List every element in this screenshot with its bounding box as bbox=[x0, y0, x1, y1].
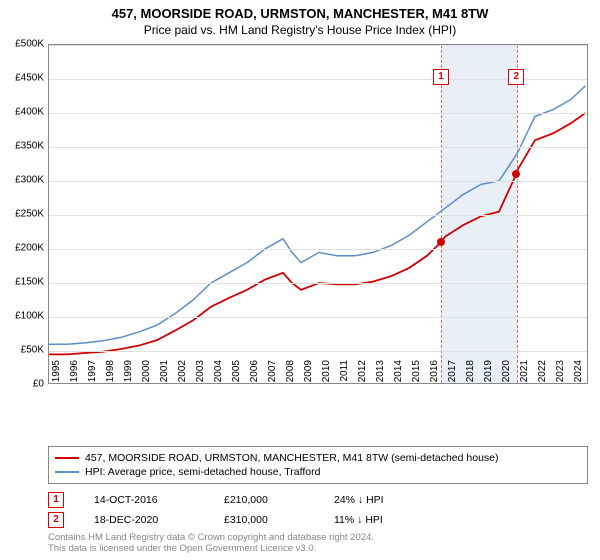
sale-marker-dot bbox=[437, 238, 445, 246]
gridline bbox=[49, 147, 587, 148]
gridline bbox=[49, 317, 587, 318]
sale-row: 1 14-OCT-2016 £210,000 24% ↓ HPI bbox=[48, 490, 424, 510]
x-axis-label: 2015 bbox=[411, 360, 422, 388]
sale-number-box: 1 bbox=[48, 492, 64, 508]
x-axis-label: 2011 bbox=[339, 360, 350, 388]
x-axis-label: 2010 bbox=[321, 360, 332, 388]
x-axis-label: 2016 bbox=[429, 360, 440, 388]
footer-attribution: Contains HM Land Registry data © Crown c… bbox=[48, 532, 374, 555]
sale-price: £310,000 bbox=[224, 514, 304, 526]
sale-row: 2 18-DEC-2020 £310,000 11% ↓ HPI bbox=[48, 510, 424, 530]
x-axis-label: 2022 bbox=[537, 360, 548, 388]
footer-line2: This data is licensed under the Open Gov… bbox=[48, 543, 374, 554]
x-axis-label: 2007 bbox=[267, 360, 278, 388]
legend: 457, MOORSIDE ROAD, URMSTON, MANCHESTER,… bbox=[48, 446, 588, 484]
y-axis-label: £200K bbox=[0, 243, 44, 254]
y-axis-label: £100K bbox=[0, 311, 44, 322]
legend-swatch bbox=[55, 457, 79, 459]
x-axis-label: 2024 bbox=[573, 360, 584, 388]
x-axis-label: 1999 bbox=[123, 360, 134, 388]
sale-pct-vs-hpi: 11% ↓ HPI bbox=[334, 514, 424, 526]
gridline bbox=[49, 113, 587, 114]
x-axis-label: 2004 bbox=[213, 360, 224, 388]
x-axis-label: 2002 bbox=[177, 360, 188, 388]
chart-area: 12 £0£50K£100K£150K£200K£250K£300K£350K£… bbox=[48, 44, 588, 414]
x-axis-label: 2001 bbox=[159, 360, 170, 388]
y-axis-label: £450K bbox=[0, 73, 44, 84]
footer-line1: Contains HM Land Registry data © Crown c… bbox=[48, 532, 374, 543]
series-price_paid bbox=[49, 113, 585, 354]
x-axis-label: 2012 bbox=[357, 360, 368, 388]
gridline bbox=[49, 283, 587, 284]
gridline bbox=[49, 215, 587, 216]
x-axis-label: 1995 bbox=[51, 360, 62, 388]
sale-pct-vs-hpi: 24% ↓ HPI bbox=[334, 494, 424, 506]
x-axis-label: 2017 bbox=[447, 360, 458, 388]
x-axis-label: 2021 bbox=[519, 360, 530, 388]
gridline bbox=[49, 45, 587, 46]
x-axis-label: 1996 bbox=[69, 360, 80, 388]
y-axis-label: £150K bbox=[0, 277, 44, 288]
x-axis-label: 2023 bbox=[555, 360, 566, 388]
sales-table: 1 14-OCT-2016 £210,000 24% ↓ HPI 2 18-DEC-202… bbox=[48, 490, 424, 530]
y-axis-label: £350K bbox=[0, 141, 44, 152]
gridline bbox=[49, 181, 587, 182]
x-axis-label: 1998 bbox=[105, 360, 116, 388]
sale-marker-dot bbox=[512, 170, 520, 178]
y-axis-label: £0 bbox=[0, 379, 44, 390]
x-axis-label: 2003 bbox=[195, 360, 206, 388]
gridline bbox=[49, 79, 587, 80]
y-axis-label: £50K bbox=[0, 345, 44, 356]
x-axis-label: 2020 bbox=[501, 360, 512, 388]
y-axis-label: £300K bbox=[0, 175, 44, 186]
x-axis-label: 2008 bbox=[285, 360, 296, 388]
gridline bbox=[49, 249, 587, 250]
legend-swatch bbox=[55, 471, 79, 473]
y-axis-label: £400K bbox=[0, 107, 44, 118]
legend-item: HPI: Average price, semi-detached house,… bbox=[55, 465, 581, 479]
x-axis-label: 2000 bbox=[141, 360, 152, 388]
x-axis-label: 2019 bbox=[483, 360, 494, 388]
x-axis-label: 1997 bbox=[87, 360, 98, 388]
plot-area: 12 bbox=[48, 44, 588, 384]
y-axis-label: £500K bbox=[0, 39, 44, 50]
sale-number-box: 2 bbox=[48, 512, 64, 528]
gridline bbox=[49, 351, 587, 352]
x-axis-label: 2018 bbox=[465, 360, 476, 388]
legend-label: 457, MOORSIDE ROAD, URMSTON, MANCHESTER,… bbox=[85, 452, 499, 464]
chart-subtitle: Price paid vs. HM Land Registry's House … bbox=[0, 21, 600, 41]
sale-price: £210,000 bbox=[224, 494, 304, 506]
x-axis-label: 2009 bbox=[303, 360, 314, 388]
x-axis-label: 2013 bbox=[375, 360, 386, 388]
sale-date: 18-DEC-2020 bbox=[94, 514, 194, 526]
chart-title: 457, MOORSIDE ROAD, URMSTON, MANCHESTER,… bbox=[0, 0, 600, 21]
x-axis-label: 2014 bbox=[393, 360, 404, 388]
sale-date: 14-OCT-2016 bbox=[94, 494, 194, 506]
y-axis-label: £250K bbox=[0, 209, 44, 220]
legend-label: HPI: Average price, semi-detached house,… bbox=[85, 466, 320, 478]
legend-item: 457, MOORSIDE ROAD, URMSTON, MANCHESTER,… bbox=[55, 451, 581, 465]
sale-marker-number: 2 bbox=[508, 69, 524, 85]
x-axis-label: 2006 bbox=[249, 360, 260, 388]
x-axis-label: 2005 bbox=[231, 360, 242, 388]
sale-marker-number: 1 bbox=[433, 69, 449, 85]
